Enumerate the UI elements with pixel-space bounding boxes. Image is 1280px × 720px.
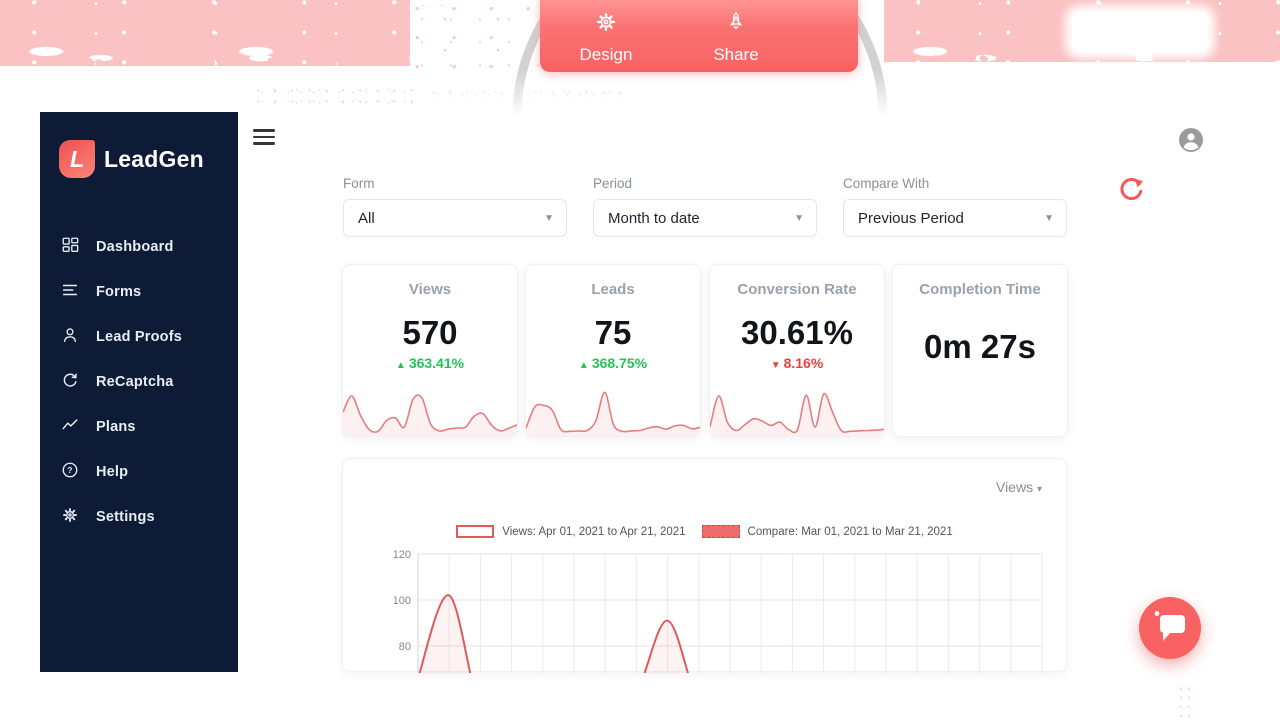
chevron-down-icon: ▾ (1036, 484, 1042, 495)
stat-value: 0m 27s (924, 328, 1036, 365)
logo-mark: L (59, 140, 95, 178)
stat-value: 570 (402, 314, 458, 351)
legend-views: Views: Apr 01, 2021 to Apr 21, 2021 (456, 525, 686, 538)
completion-time-stat-card: Completion Time 0m 27s (892, 264, 1068, 437)
stat-title: Conversion Rate (737, 281, 857, 298)
sidebar-item-label: Lead Proofs (96, 328, 182, 345)
stat-delta: ▲ 368.75% (578, 355, 648, 371)
sidebar-item-label: Plans (96, 418, 136, 435)
stat-value: 30.61% (741, 314, 853, 351)
views-chart-card: Views ▾ Views: Apr 01, 2021 to Apr 21, 2… (342, 458, 1067, 673)
stat-title: Completion Time (919, 281, 1041, 298)
sidebar-item-recaptcha[interactable]: ReCaptcha (40, 359, 238, 404)
compare-select[interactable]: Previous Period ▼ (843, 199, 1067, 237)
chevron-down-icon: ▼ (544, 212, 554, 224)
sidebar-item-label: Forms (96, 283, 142, 300)
legend-label: Views: Apr 01, 2021 to Apr 21, 2021 (502, 525, 686, 538)
triangle-up-icon: ▲ (395, 360, 406, 371)
compare-filter-label: Compare With (843, 176, 930, 191)
design-share-toolbar: Design Share (540, 0, 858, 72)
design-tab-label: Design (579, 45, 633, 64)
sidebar-item-label: Settings (96, 508, 155, 525)
conversion-stat-card: Conversion Rate 30.61% ▼ 8.16% (709, 264, 885, 437)
svg-text:80: 80 (399, 641, 411, 653)
sidebar-item-help[interactable]: ? Help (40, 449, 238, 494)
conversion-sparkline (710, 392, 884, 436)
pencil-scribble (255, 86, 415, 104)
views-line-chart: 120 100 80 (394, 549, 1043, 673)
trend-line-icon (61, 416, 79, 438)
form-select-value: All (358, 209, 375, 227)
list-lines-icon (61, 281, 79, 303)
chevron-down-icon: ▼ (794, 212, 804, 224)
sidebar-item-label: ReCaptcha (96, 373, 174, 390)
white-blotch (1072, 12, 1208, 52)
sidebar-item-label: Help (96, 463, 129, 480)
pink-texture-band-left (0, 0, 410, 72)
sidebar-item-lead-proofs[interactable]: Lead Proofs (40, 314, 238, 359)
logo-text: LeadGen (104, 145, 204, 172)
form-select[interactable]: All ▼ (343, 199, 567, 237)
refresh-icon[interactable] (1117, 176, 1145, 209)
filter-row: Form All ▼ Period Month to date ▼ Compar… (343, 176, 1067, 237)
svg-text:?: ? (67, 465, 72, 475)
views-series-swatch (456, 525, 495, 538)
chart-metric-selector[interactable]: Views ▾ (995, 479, 1042, 495)
svg-text:100: 100 (394, 595, 411, 607)
stat-title: Views (408, 281, 452, 298)
period-select-value: Month to date (608, 209, 700, 227)
user-avatar-icon[interactable] (1178, 127, 1204, 158)
triangle-down-icon: ▼ (770, 360, 781, 371)
svg-text:120: 120 (394, 549, 411, 561)
form-filter-label: Form (343, 176, 375, 191)
legend-label: Compare: Mar 01, 2021 to Mar 21, 2021 (747, 525, 953, 538)
refresh-icon (61, 371, 79, 393)
share-tab-label: Share (713, 45, 759, 64)
chart-legend: Views: Apr 01, 2021 to Apr 21, 2021 Comp… (343, 525, 1066, 538)
leads-sparkline (526, 391, 700, 436)
chevron-down-icon: ▼ (1044, 212, 1054, 224)
sidebar-item-dashboard[interactable]: Dashboard (40, 224, 238, 269)
stat-delta: ▼ 8.16% (770, 355, 824, 371)
sidebar-item-label: Dashboard (96, 238, 174, 255)
chat-bubble-button[interactable] (1139, 597, 1201, 659)
sidebar: L LeadGen Dashboard Forms (40, 112, 238, 672)
legend-compare: Compare: Mar 01, 2021 to Mar 21, 2021 (701, 525, 953, 538)
gear-icon (61, 506, 79, 528)
leadgen-logo[interactable]: L LeadGen (40, 112, 238, 178)
pencil-scribble (430, 88, 630, 103)
sidebar-item-forms[interactable]: Forms (40, 269, 238, 314)
views-sparkline (343, 394, 517, 436)
sidebar-item-settings[interactable]: Settings (40, 494, 238, 539)
sidebar-item-plans[interactable]: Plans (40, 404, 238, 449)
pink-patch (1177, 686, 1193, 718)
period-select[interactable]: Month to date ▼ (593, 199, 817, 237)
compare-select-value: Previous Period (858, 209, 964, 227)
compare-series-swatch (701, 525, 740, 538)
hamburger-icon[interactable] (253, 129, 275, 145)
gear-icon (594, 10, 618, 39)
grid-icon (61, 236, 79, 258)
views-stat-card: Views 570 ▲ 363.41% (342, 264, 518, 437)
rocket-icon (724, 10, 748, 39)
person-icon (61, 326, 79, 348)
triangle-up-icon: ▲ (578, 360, 589, 371)
share-tab[interactable]: Share (686, 10, 786, 72)
design-tab[interactable]: Design (556, 10, 656, 72)
stat-title: Leads (591, 281, 635, 298)
chat-bubble-icon (1154, 611, 1185, 641)
leads-stat-card: Leads 75 ▲ 368.75% (525, 264, 701, 437)
question-circle-icon: ? (61, 461, 79, 483)
stat-delta: ▲ 363.41% (395, 355, 465, 371)
period-filter-label: Period (593, 176, 633, 191)
stat-value: 75 (594, 314, 632, 351)
